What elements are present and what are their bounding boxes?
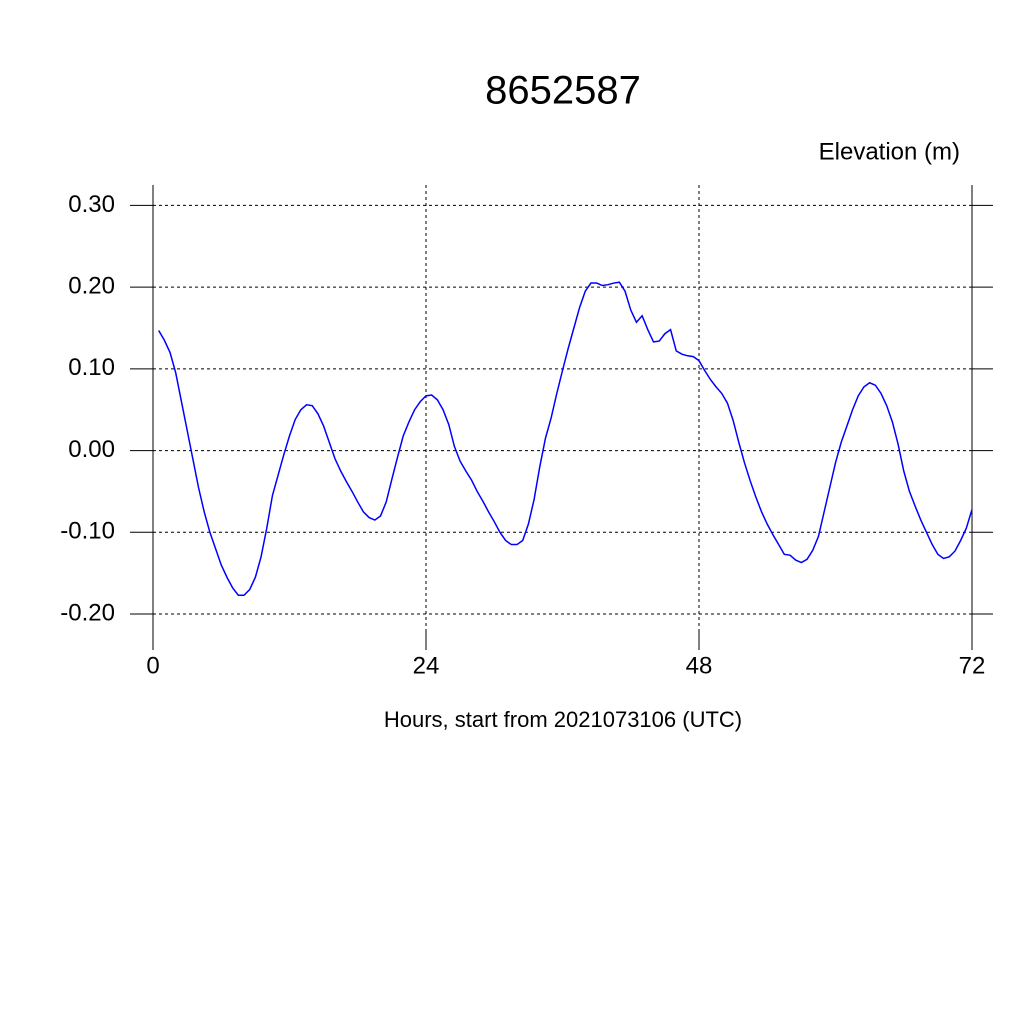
y-tick-label: -0.20 <box>60 599 115 626</box>
x-tick-label: 0 <box>146 652 159 679</box>
x-axis-label: Hours, start from 2021073106 (UTC) <box>384 707 742 732</box>
y-tick-label: 0.10 <box>68 354 115 381</box>
x-tick-label: 72 <box>959 652 986 679</box>
y-tick-label: 0.20 <box>68 272 115 299</box>
data-line <box>158 281 973 596</box>
y-tick-label: 0.00 <box>68 436 115 463</box>
x-tick-label: 48 <box>686 652 713 679</box>
chart-title: 8652587 <box>485 69 641 113</box>
y-tick-label: 0.30 <box>68 191 115 218</box>
y-axis-label: Elevation (m) <box>819 138 960 165</box>
x-tick-label: 24 <box>413 652 440 679</box>
y-tick-label: -0.10 <box>60 518 115 545</box>
